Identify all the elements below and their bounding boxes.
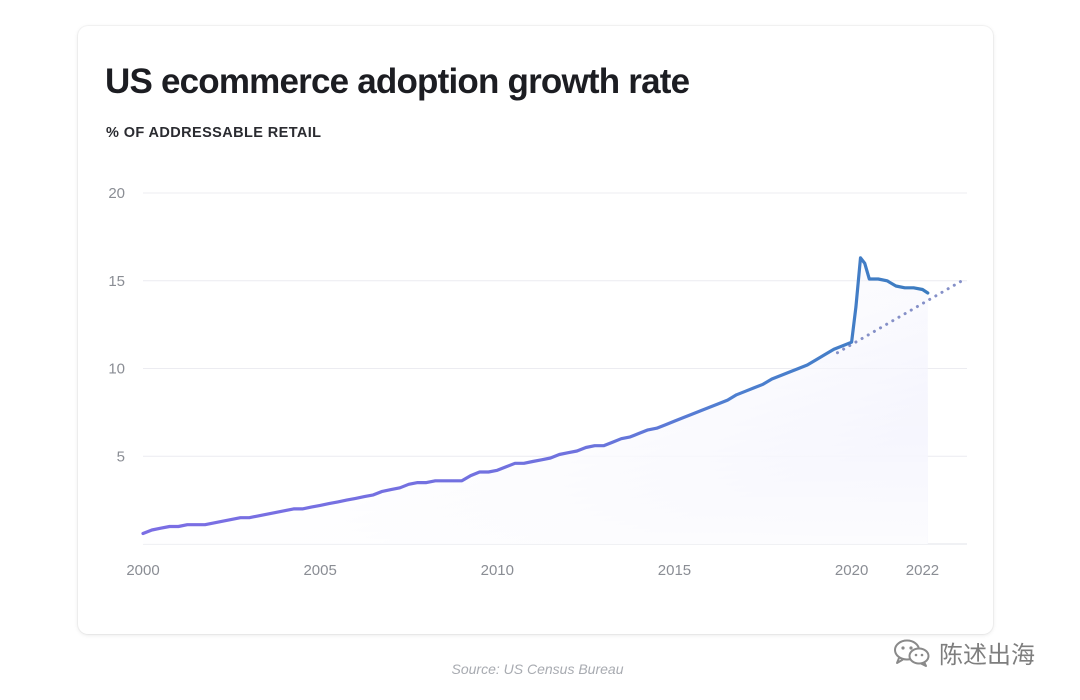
- x-tick-label: 2010: [481, 562, 514, 579]
- x-tick-label: 2005: [303, 562, 336, 579]
- series-line: [141, 256, 930, 536]
- chart-subtitle: % OF ADDRESSABLE RETAIL: [106, 125, 322, 141]
- x-tick-label: 2015: [658, 562, 691, 579]
- y-tick-label: 5: [117, 448, 125, 465]
- source-caption: Source: US Census Bureau: [451, 661, 624, 677]
- chart-title: US ecommerce adoption growth rate: [105, 62, 690, 101]
- y-tick-label: 20: [108, 185, 125, 202]
- x-tick-label: 2022: [906, 562, 939, 579]
- watermark-text: 陈述出海: [939, 641, 1035, 669]
- x-tick-label: 2000: [126, 562, 159, 579]
- wechat-icon: [894, 639, 930, 667]
- watermark: 陈述出海: [893, 635, 1035, 670]
- y-tick-label: 15: [108, 273, 125, 290]
- area-fill-fade: [143, 257, 928, 544]
- x-tick-label: 2020: [835, 562, 868, 579]
- y-tick-label: 10: [108, 361, 125, 378]
